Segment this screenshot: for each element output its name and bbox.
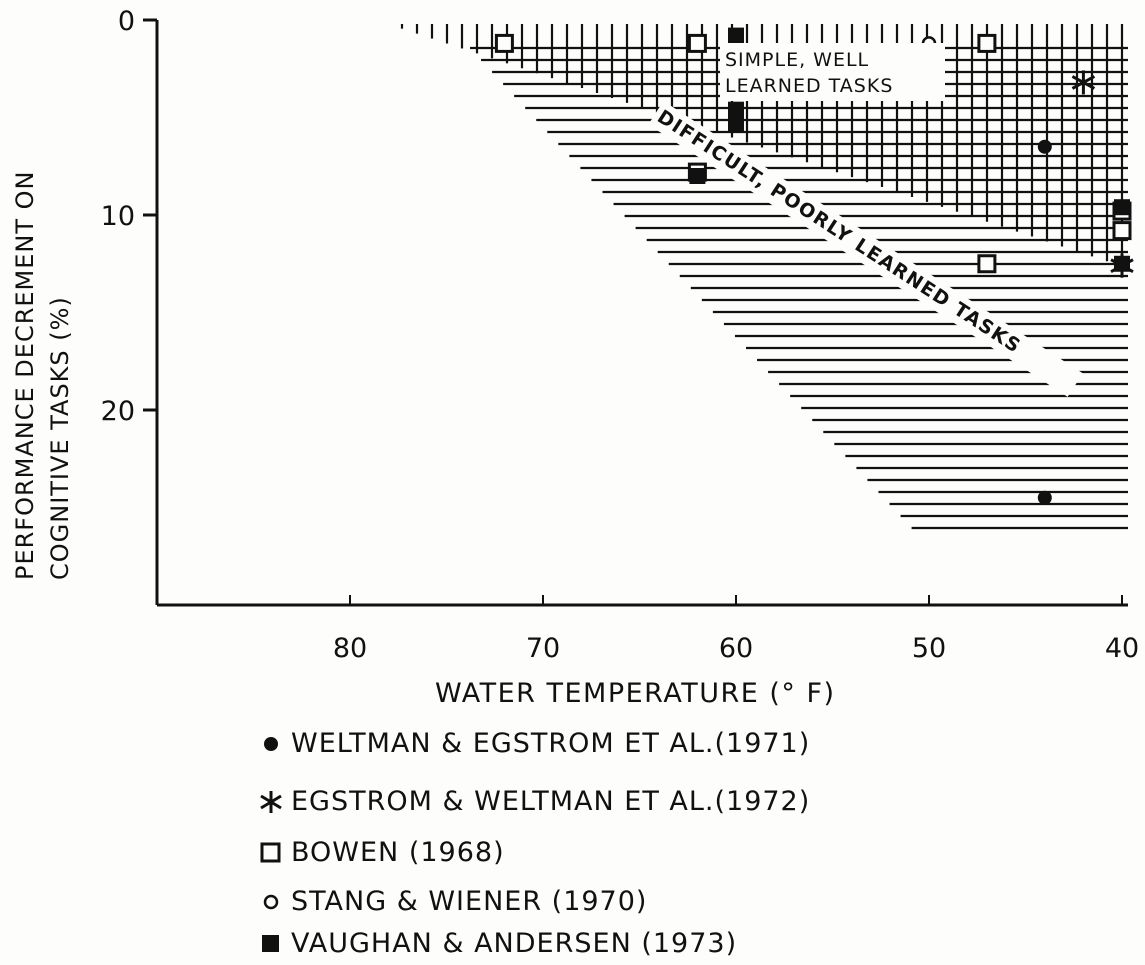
legend-label: WELTMAN & EGSTROM ET AL.(1971) [291,728,811,759]
difficult-tasks-hatch-region [470,46,1128,530]
data-point-bowen-1968 [977,33,997,53]
filled-circle-icon [255,732,291,756]
x-tick-label: 50 [912,633,946,664]
y-tick-label: 0 [118,6,135,37]
y-tick-label: 20 [101,396,135,427]
legend-label: STANG & WIENER (1970) [291,886,648,917]
data-point-vaughan-1973 [728,27,744,44]
tick-group: 80 70 60 50 40 0 10 20 [101,6,1140,664]
legend-item-vaughan-1973: VAUGHAN & ANDERSEN (1973) [255,928,737,959]
x-axis-title: WATER TEMPERATURE (° F) [435,678,836,709]
data-point-vaughan-1973 [728,115,744,132]
difficult-label-bg [648,101,1083,397]
x-tick-label: 80 [333,633,367,664]
axes [155,20,1128,607]
data-point-weltman-1971 [1037,139,1052,154]
data-point-vaughan-1973 [689,168,706,184]
x-tick-label: 70 [526,633,560,664]
data-point-bowen-1968 [687,33,707,53]
legend-item-weltman-1971: WELTMAN & EGSTROM ET AL.(1971) [255,728,810,759]
data-point-bowen-1968 [1112,221,1132,241]
filled-square-icon [255,932,291,956]
x-tick-label: 40 [1105,633,1139,664]
y-axis-title-line1: PERFORMANCE DECREMENT ON [11,170,39,580]
data-point-egstrom-1972 [1071,70,1096,95]
data-point-vaughan-1973 [728,101,744,118]
data-point-bowen-1968 [494,33,514,53]
open-square-icon [255,841,291,865]
data-point-vaughan-1973 [1114,199,1130,216]
data-point-bowen-1968 [977,254,997,274]
legend-label: VAUGHAN & ANDERSEN (1973) [291,928,738,959]
legend-label: EGSTROM & WELTMAN ET AL.(1972) [291,786,811,817]
simple-label-bg [720,43,945,101]
open-circle-icon [255,890,291,914]
legend-item-stang-1970: STANG & WIENER (1970) [255,886,647,917]
x-tick-label: 60 [719,633,753,664]
y-tick-label: 10 [101,201,135,232]
legend-label: BOWEN (1968) [291,837,505,868]
data-point-vaughan-1973 [1114,255,1130,272]
simple-tasks-label-line1: SIMPLE, WELL [725,49,869,71]
y-axis-title-line2: COGNITIVE TASKS (%) [46,296,74,580]
asterisk-icon [255,790,291,814]
data-point-weltman-1971 [1037,490,1052,505]
data-points [494,27,1134,505]
legend-item-bowen-1968: BOWEN (1968) [255,837,505,868]
legend-item-egstrom-1972: EGSTROM & WELTMAN ET AL.(1972) [255,786,810,817]
simple-tasks-label-line2: LEARNED TASKS [725,75,893,97]
